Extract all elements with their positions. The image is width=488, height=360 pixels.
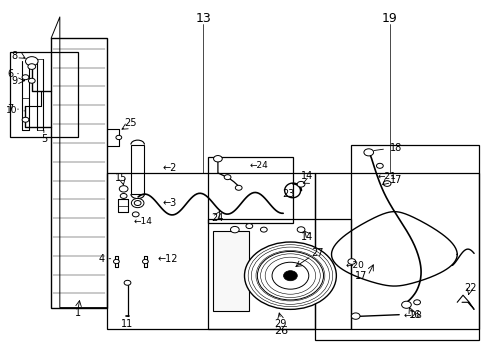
Text: ←20: ←20 <box>346 261 364 270</box>
Circle shape <box>120 193 127 198</box>
Text: ←12: ←12 <box>157 254 178 264</box>
Circle shape <box>230 226 239 233</box>
Text: 5: 5 <box>41 134 47 144</box>
Text: ←28: ←28 <box>403 311 422 320</box>
Circle shape <box>383 181 390 186</box>
Circle shape <box>28 78 35 83</box>
Text: 6: 6 <box>7 69 13 79</box>
Text: 17: 17 <box>355 271 367 281</box>
Circle shape <box>350 313 359 319</box>
Circle shape <box>213 156 222 162</box>
Circle shape <box>134 201 141 206</box>
Text: 4: 4 <box>98 254 104 264</box>
Circle shape <box>297 227 305 233</box>
Circle shape <box>142 260 148 264</box>
Text: 19: 19 <box>381 12 397 25</box>
Text: ←2: ←2 <box>162 163 176 172</box>
Circle shape <box>119 186 128 192</box>
Text: 13: 13 <box>195 12 211 25</box>
Circle shape <box>413 300 420 305</box>
Circle shape <box>224 175 230 180</box>
Circle shape <box>131 198 143 208</box>
Text: 24: 24 <box>211 213 224 223</box>
Text: ←14: ←14 <box>133 217 152 226</box>
Circle shape <box>132 212 139 217</box>
Polygon shape <box>213 231 249 311</box>
Text: 14: 14 <box>301 171 313 181</box>
Text: 8: 8 <box>12 51 18 61</box>
Text: 18: 18 <box>389 143 401 153</box>
Text: ←21: ←21 <box>377 172 395 181</box>
Text: 29: 29 <box>274 319 286 329</box>
Circle shape <box>22 75 29 80</box>
Circle shape <box>376 163 383 168</box>
Circle shape <box>347 259 355 264</box>
Circle shape <box>260 227 266 232</box>
Text: ←24: ←24 <box>249 161 267 170</box>
Circle shape <box>245 224 252 229</box>
Circle shape <box>271 262 308 289</box>
Text: 26: 26 <box>273 326 287 336</box>
Text: 27: 27 <box>310 248 323 258</box>
Circle shape <box>401 301 410 308</box>
Circle shape <box>297 181 305 187</box>
Text: 10: 10 <box>6 107 17 116</box>
Circle shape <box>113 260 119 264</box>
Circle shape <box>25 57 38 66</box>
Circle shape <box>235 185 242 190</box>
Text: ←3: ←3 <box>162 198 176 208</box>
Text: 7: 7 <box>7 104 13 114</box>
Circle shape <box>124 280 131 285</box>
Circle shape <box>22 117 29 122</box>
Circle shape <box>257 251 323 300</box>
Text: 1: 1 <box>75 308 81 318</box>
Text: 16: 16 <box>407 310 420 320</box>
Text: 15: 15 <box>115 173 127 183</box>
Text: 11: 11 <box>121 319 133 329</box>
Text: 25: 25 <box>124 118 137 128</box>
Circle shape <box>363 149 373 156</box>
Text: 17: 17 <box>389 175 401 185</box>
Circle shape <box>283 271 297 281</box>
Circle shape <box>28 64 36 69</box>
Circle shape <box>244 242 336 309</box>
Text: 23: 23 <box>281 189 294 199</box>
Text: 14: 14 <box>301 232 313 242</box>
Circle shape <box>116 135 122 140</box>
Text: 9: 9 <box>12 76 18 86</box>
Text: 22: 22 <box>464 283 476 293</box>
